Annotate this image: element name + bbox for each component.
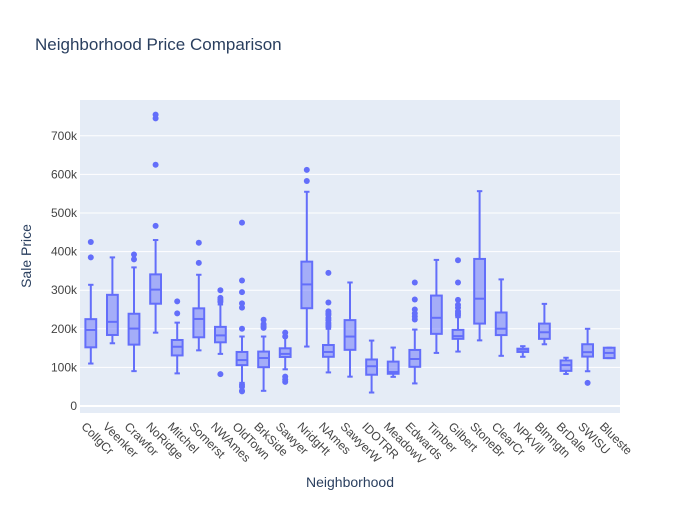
box-gilbert [451,257,465,353]
box-iqr [430,294,443,335]
outlier-point [260,316,267,323]
box-iqr [84,318,98,349]
box-blmngtn [538,302,551,346]
box-edwards [408,279,422,385]
box-npkvill [516,345,530,358]
outlier-point [174,310,181,317]
y-tick-label: 700k [51,129,78,143]
box-sawyerw [343,281,357,378]
box-brkside [257,316,271,392]
outlier-point [303,166,310,173]
outlier-point [87,254,94,261]
box-series [84,111,616,395]
box-iqr [192,307,206,339]
y-axis-ticks: 0 100k 200k 300k 400k 500k 600k 700k [51,129,78,413]
outlier-point [131,256,137,263]
box-meadowv [386,346,400,378]
box-mitchel [170,298,184,375]
box-iqr [451,328,465,340]
y-tick-label: 200k [51,322,78,336]
box-iqr [473,257,487,325]
outlier-point [325,308,332,315]
box-iqr [106,293,119,336]
outlier-point [217,287,224,294]
box-stonebr [473,190,487,342]
y-tick-label: 100k [51,360,78,374]
outlier-point [239,381,245,388]
outlier-point [455,301,461,308]
outlier-point [195,259,202,266]
x-axis-ticks: CollgCrVeenkerCrawforNoRidgeMitchelSomer… [78,419,635,467]
outlier-point [174,298,181,305]
outlier-point [455,296,461,303]
y-tick-label: 0 [70,399,77,413]
box-noridge [149,111,162,334]
outlier-point [239,325,245,332]
y-axis-title: Sale Price [18,224,34,288]
outlier-point [131,251,137,258]
box-iqr [494,311,508,337]
box-nwames [214,287,227,378]
outlier-point [455,257,461,264]
outlier-point [217,294,224,301]
outlier-point [455,279,461,286]
outlier-point [411,306,418,313]
box-brdale [559,356,573,375]
y-tick-label: 600k [51,167,78,181]
outlier-point [303,177,310,184]
outlier-point [195,239,202,246]
outlier-point [239,304,245,311]
box-iqr [257,350,271,369]
box-oldtown [235,219,249,395]
box-names [322,269,335,374]
box-timber [430,258,443,354]
outlier-point [325,299,332,306]
outlier-point [152,222,159,229]
box-iqr [538,322,551,340]
outlier-point [217,371,224,378]
box-clearcr [494,278,508,357]
y-tick-label: 500k [51,206,78,220]
chart-title: Neighborhood Price Comparison [35,35,282,54]
box-iqr [581,343,595,358]
outlier-point [87,239,94,246]
box-sawyer [278,329,292,385]
gridlines [80,135,620,407]
outlier-point [282,373,289,380]
y-tick-label: 300k [51,283,78,297]
box-iqr [386,360,400,375]
box-iqr [235,350,249,367]
x-axis-title: Neighborhood [306,474,394,490]
box-idotrr [365,339,379,394]
box-swisu [581,327,595,386]
outlier-point [152,161,159,168]
outlier-point [239,289,245,296]
outlier-point [411,279,418,286]
outlier-point [411,296,418,303]
outlier-point [239,277,245,284]
outlier-point [584,379,591,386]
outlier-point [260,321,267,328]
outlier-point [239,300,245,307]
box-somerst [192,239,206,352]
box-crawfor [127,251,141,373]
y-tick-label: 400k [51,245,78,259]
box-iqr [343,319,357,351]
outlier-point [325,269,332,276]
box-veenker [106,256,119,345]
outlier-point [239,387,245,394]
outlier-point [239,219,245,226]
outlier-point [282,329,289,336]
box-nridght [300,166,314,348]
box-blueste [602,346,616,360]
box-iqr [278,347,292,358]
box-iqr [322,344,335,358]
box-collgcr [84,239,98,365]
outlier-point [152,111,159,118]
